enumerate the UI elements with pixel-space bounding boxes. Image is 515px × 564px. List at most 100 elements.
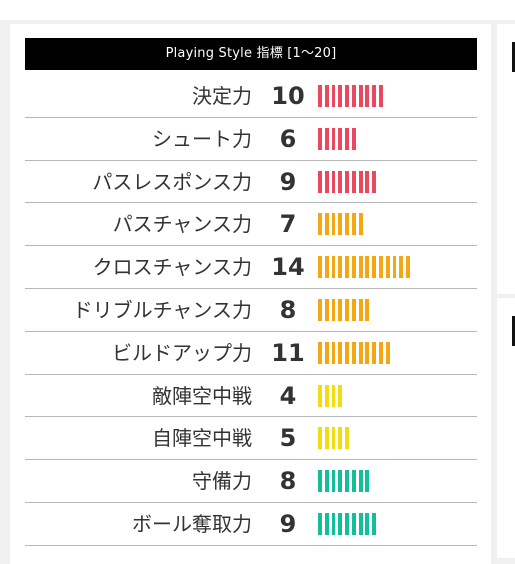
stat-bar-segment (358, 512, 363, 535)
stat-bar-segment (351, 213, 356, 236)
stat-bar-segment (331, 298, 336, 321)
stat-value: 10 (271, 82, 305, 110)
stat-value: 9 (279, 509, 297, 538)
stat-row: 敵陣空中戦 4 (25, 375, 477, 418)
stat-row: ドリブルチャンス力 8 (25, 289, 477, 332)
stat-bar-segment (358, 256, 363, 279)
stat-bar-segment (338, 170, 343, 193)
stat-bar-segment (351, 127, 356, 150)
stat-bar-segment (372, 170, 377, 193)
stat-bar-segment (331, 85, 336, 107)
right-side-panel (497, 24, 515, 294)
stat-bar-segment (358, 470, 363, 493)
stat-bar-segment (351, 170, 356, 193)
stat-bar-segment (324, 298, 329, 321)
stat-bar-segment (345, 298, 350, 321)
right-side-panel-lower (497, 298, 515, 558)
panel-heading-marker (512, 42, 515, 72)
stat-value: 9 (279, 167, 297, 196)
stat-bar-segment (324, 213, 329, 236)
panel-heading-marker (512, 316, 515, 346)
stat-bar-segment (331, 384, 336, 407)
stat-bar-segment (318, 170, 322, 193)
stat-bar-segment (324, 170, 329, 193)
stat-bar-segment (338, 127, 343, 150)
stat-bar-segment (331, 170, 336, 193)
stat-bar-segment (324, 470, 329, 493)
stat-label: シュート力 (152, 126, 252, 151)
stat-bar (318, 85, 386, 107)
stat-label: 敵陣空中戦 (152, 383, 252, 408)
stat-bar-segment (351, 256, 356, 279)
stat-row: シュート力 6 (25, 118, 477, 161)
stat-bar-segment (365, 470, 370, 493)
stat-bar-segment (399, 256, 404, 279)
stat-bar-segment (345, 85, 350, 107)
playing-style-card: Playing Style 指標 [1〜20] 決定力 10 シュート力 6 パスレスポ… (10, 24, 491, 564)
stat-bar-segment (318, 341, 322, 364)
stat-bar-segment (318, 213, 322, 236)
stat-bar-segment (345, 170, 350, 193)
stat-bar-segment (331, 427, 336, 450)
stat-bar-segment (324, 341, 329, 364)
stat-label: 決定力 (192, 84, 252, 108)
stat-bar-segment (365, 298, 370, 321)
stat-bar-segment (372, 256, 377, 279)
stat-bar (318, 256, 413, 279)
stat-bar-segment (338, 512, 343, 535)
stat-bar-segment (324, 384, 329, 407)
stat-bar-segment (351, 85, 356, 107)
stat-value: 14 (271, 253, 305, 282)
stat-row: クロスチャンス力 14 (25, 246, 477, 289)
stat-bar-segment (358, 298, 363, 321)
stat-label: クロスチャンス力 (92, 255, 252, 280)
stat-bar-segment (372, 512, 377, 535)
stat-bar (318, 298, 372, 321)
stat-bar-segment (372, 85, 377, 107)
stat-bar (318, 170, 379, 193)
stat-row: ボール奪取力 9 (25, 503, 477, 546)
stat-bar-segment (365, 170, 370, 193)
stat-bar-segment (331, 341, 336, 364)
stat-value: 8 (279, 467, 297, 496)
stat-bar-segment (324, 427, 329, 450)
stat-bar (318, 341, 393, 364)
stat-label: ビルドアップ力 (112, 340, 252, 365)
stat-bar-segment (338, 213, 343, 236)
stat-bar-segment (385, 341, 390, 364)
stat-row: パスレスポンス力 9 (25, 161, 477, 204)
stat-label: 自陣空中戦 (152, 426, 252, 451)
stat-bar-segment (365, 341, 370, 364)
stat-label: ドリブルチャンス力 (72, 297, 252, 322)
stat-bar (318, 512, 379, 535)
stat-bar-segment (318, 427, 322, 450)
stat-bar-segment (365, 256, 370, 279)
stat-bar-segment (358, 341, 363, 364)
stat-row: ビルドアップ力 11 (25, 332, 477, 375)
stat-label: パスチャンス力 (112, 212, 252, 237)
stat-value: 7 (279, 210, 297, 239)
stat-bar-segment (365, 512, 370, 535)
stat-bar-segment (345, 213, 350, 236)
stat-bar-segment (379, 256, 383, 279)
stat-bar-segment (345, 341, 350, 364)
playing-style-header: Playing Style 指標 [1〜20] (25, 38, 477, 70)
stat-bar-segment (338, 384, 343, 407)
top-strip (0, 0, 515, 20)
stat-bar-segment (351, 298, 356, 321)
stat-bar-segment (318, 298, 322, 321)
stat-bar-segment (345, 427, 350, 450)
stat-bar-segment (345, 256, 350, 279)
stat-bar-segment (365, 85, 370, 107)
stat-bar-segment (385, 256, 390, 279)
stat-bar-segment (324, 512, 329, 535)
stat-bar-segment (338, 427, 343, 450)
stat-bar (318, 384, 345, 407)
stat-bar-segment (331, 127, 336, 150)
stat-bar-segment (351, 512, 356, 535)
stat-bar-segment (372, 341, 377, 364)
stat-label: 守備力 (192, 469, 252, 494)
stat-bar-segment (331, 256, 336, 279)
stat-bar-segment (331, 512, 336, 535)
stat-bar-segment (318, 384, 322, 407)
